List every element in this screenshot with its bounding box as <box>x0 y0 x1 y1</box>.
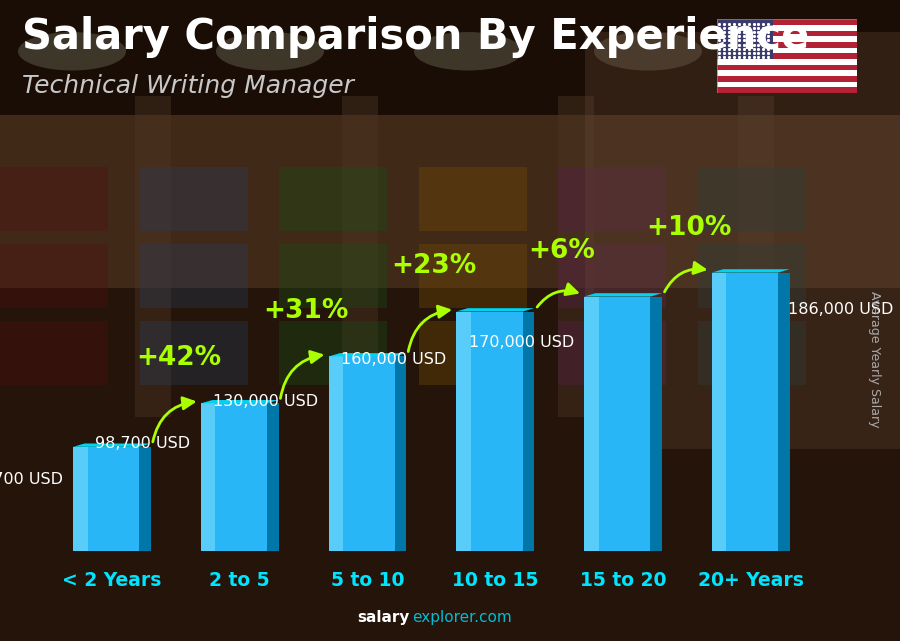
Text: 160,000 USD: 160,000 USD <box>341 352 446 367</box>
Polygon shape <box>651 297 661 551</box>
Bar <box>201 403 267 551</box>
Bar <box>0 167 108 231</box>
Bar <box>0 244 108 308</box>
Text: Technical Writing Manager: Technical Writing Manager <box>22 74 355 97</box>
Polygon shape <box>140 447 151 551</box>
Text: salary: salary <box>357 610 410 625</box>
Bar <box>0 320 108 385</box>
Polygon shape <box>778 272 789 551</box>
Bar <box>418 244 526 308</box>
Bar <box>717 25 857 31</box>
Ellipse shape <box>414 32 522 71</box>
Bar <box>201 403 215 551</box>
Bar <box>558 244 666 308</box>
Bar <box>456 312 471 551</box>
Polygon shape <box>395 356 407 551</box>
Bar <box>717 19 857 25</box>
Bar <box>698 167 806 231</box>
Ellipse shape <box>594 32 702 71</box>
Bar <box>717 65 857 71</box>
Bar <box>717 59 857 65</box>
Text: explorer.com: explorer.com <box>412 610 512 625</box>
Bar <box>717 87 857 93</box>
Bar <box>585 32 900 449</box>
Bar <box>0 115 900 288</box>
Bar <box>717 47 857 53</box>
Polygon shape <box>267 403 279 551</box>
Bar <box>717 42 857 47</box>
Polygon shape <box>73 444 151 447</box>
Bar <box>698 244 806 308</box>
Bar <box>73 447 87 551</box>
Bar <box>279 244 387 308</box>
Text: 186,000 USD: 186,000 USD <box>788 302 894 317</box>
Bar <box>328 356 395 551</box>
Ellipse shape <box>216 32 324 71</box>
Text: < 2 Years: < 2 Years <box>62 570 162 590</box>
Bar <box>698 320 806 385</box>
Bar <box>418 320 526 385</box>
Text: 98,700 USD: 98,700 USD <box>95 436 191 451</box>
Text: 69,700 USD: 69,700 USD <box>0 472 63 487</box>
Polygon shape <box>328 353 407 356</box>
Bar <box>0 288 900 641</box>
Text: +23%: +23% <box>392 253 476 279</box>
Polygon shape <box>584 293 662 297</box>
Bar <box>558 96 594 417</box>
Bar <box>717 37 857 42</box>
Bar <box>558 167 666 231</box>
Text: +10%: +10% <box>647 215 732 240</box>
Bar <box>717 71 857 76</box>
Bar <box>717 19 773 59</box>
Text: 130,000 USD: 130,000 USD <box>213 394 319 409</box>
Text: 20+ Years: 20+ Years <box>698 570 804 590</box>
Bar <box>717 76 857 81</box>
Bar <box>558 320 666 385</box>
Bar <box>717 53 857 59</box>
Bar <box>328 356 343 551</box>
Text: 5 to 10: 5 to 10 <box>330 570 404 590</box>
Bar <box>584 297 651 551</box>
Polygon shape <box>201 400 279 403</box>
Bar <box>418 167 526 231</box>
Bar <box>342 96 378 417</box>
Bar <box>738 96 774 417</box>
Bar <box>279 320 387 385</box>
Bar <box>140 167 248 231</box>
Text: 170,000 USD: 170,000 USD <box>469 335 574 350</box>
Ellipse shape <box>18 32 126 71</box>
Polygon shape <box>456 308 535 312</box>
Bar <box>584 297 598 551</box>
Bar <box>712 272 778 551</box>
Text: Average Yearly Salary: Average Yearly Salary <box>868 291 881 427</box>
Text: +6%: +6% <box>528 238 595 265</box>
Text: Salary Comparison By Experience: Salary Comparison By Experience <box>22 16 810 58</box>
Bar <box>0 0 900 115</box>
Text: 10 to 15: 10 to 15 <box>452 570 538 590</box>
Text: 15 to 20: 15 to 20 <box>580 570 666 590</box>
Text: +31%: +31% <box>264 299 349 324</box>
Bar <box>456 312 523 551</box>
Bar <box>73 447 140 551</box>
Text: 2 to 5: 2 to 5 <box>210 570 270 590</box>
Bar <box>717 31 857 37</box>
Bar <box>140 320 248 385</box>
Text: +42%: +42% <box>136 345 221 371</box>
Bar <box>140 244 248 308</box>
Bar <box>279 167 387 231</box>
Polygon shape <box>523 312 535 551</box>
Bar <box>712 272 726 551</box>
Bar <box>135 96 171 417</box>
Polygon shape <box>712 269 789 272</box>
Bar <box>717 81 857 87</box>
